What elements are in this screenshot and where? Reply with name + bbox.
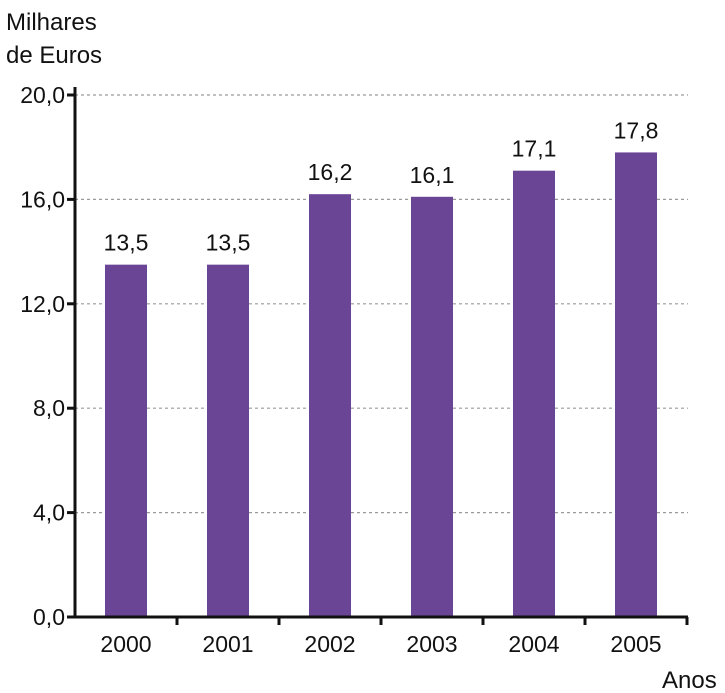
value-label: 13,5 [206,230,251,256]
y-tick-label: 0,0 [33,604,65,630]
x-tick-label: 2002 [304,631,355,657]
x-tick-label: 2005 [610,631,661,657]
bar-2004 [513,170,555,617]
x-tick-label: 2004 [508,631,559,657]
bar-2002 [309,194,351,617]
y-tick-label: 20,0 [20,82,65,108]
bar-2000 [105,264,147,617]
bar-2001 [207,264,249,617]
value-labels: 13,5 13,5 16,2 16,1 17,1 17,8 [104,117,659,255]
value-label: 16,1 [410,162,455,188]
value-label: 13,5 [104,230,149,256]
value-label: 17,8 [614,117,659,143]
y-axis-label-line-1: Milhares [6,9,97,36]
y-ticks: 0,0 4,0 8,0 12,0 16,0 20,0 [20,82,75,630]
gridlines [75,94,688,514]
axes [69,87,688,619]
x-tick-label: 2001 [202,631,253,657]
y-axis-label-line-2: de Euros [6,42,102,69]
x-tick-label: 2003 [406,631,457,657]
y-tick-label: 8,0 [33,395,65,421]
y-tick-label: 12,0 [20,291,65,317]
y-tick-label: 16,0 [20,186,65,212]
value-label: 17,1 [512,136,557,162]
y-tick-label: 4,0 [33,500,65,526]
bars [105,152,657,618]
bar-2003 [411,196,453,618]
value-label: 16,2 [308,159,353,185]
bar-2005 [615,152,657,618]
x-tick-label: 2000 [100,631,151,657]
x-axis-label: Anos [662,667,717,693]
x-ticks: 2000 2001 2002 2003 2004 2005 [100,617,689,657]
